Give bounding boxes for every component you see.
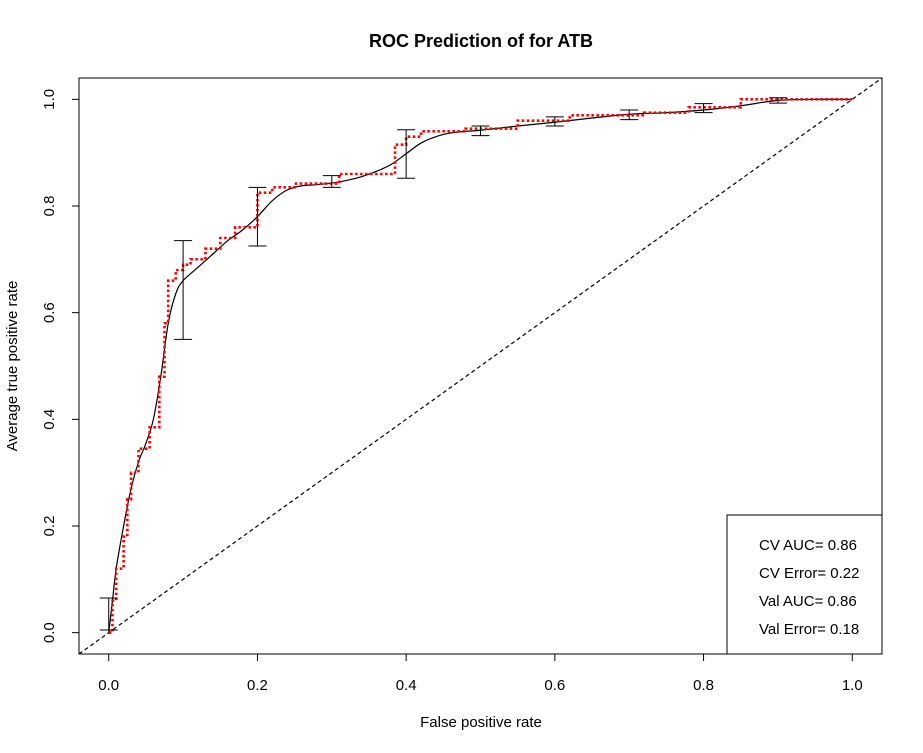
y-axis: 0.0 0.2 0.4 0.6 0.8 1.0 xyxy=(41,89,80,643)
y-tick-label: 0.4 xyxy=(41,409,58,430)
validation-roc-curve xyxy=(108,98,853,634)
x-tick-label: 0.8 xyxy=(693,677,714,694)
legend-item-cv-error: CV Error= 0.22 xyxy=(759,565,859,582)
x-axis: 0.0 0.2 0.4 0.6 0.8 1.0 xyxy=(98,653,863,694)
y-tick-label: 0.2 xyxy=(41,516,58,537)
average-roc-curve xyxy=(108,98,853,633)
error-bar xyxy=(174,240,193,340)
x-tick-label: 0.6 xyxy=(544,677,565,694)
error-bar xyxy=(99,597,118,631)
x-axis-label: False positive rate xyxy=(420,714,542,731)
y-tick-label: 0.0 xyxy=(41,622,58,643)
x-tick-label: 0.4 xyxy=(396,677,417,694)
x-tick-label: 1.0 xyxy=(842,677,863,694)
chart-title: ROC Prediction of for ATB xyxy=(369,31,593,51)
error-bar xyxy=(620,109,639,121)
legend: CV AUC= 0.86 CV Error= 0.22 Val AUC= 0.8… xyxy=(726,514,883,655)
legend-box xyxy=(726,514,883,655)
error-bar xyxy=(471,125,490,137)
error-bar xyxy=(694,103,713,114)
reference-diagonal-line xyxy=(78,77,883,655)
y-tick-label: 0.8 xyxy=(41,196,58,217)
y-tick-label: 1.0 xyxy=(41,89,58,110)
legend-item-val-auc: Val AUC= 0.86 xyxy=(759,593,857,610)
legend-item-cv-auc: CV AUC= 0.86 xyxy=(759,537,857,554)
y-axis-label: Average true positive rate xyxy=(4,281,21,452)
legend-item-val-error: Val Error= 0.18 xyxy=(759,621,859,638)
error-bar xyxy=(768,97,787,104)
series-layer xyxy=(78,77,883,655)
error-bar xyxy=(322,175,341,188)
x-tick-label: 0.2 xyxy=(247,677,268,694)
error-bar xyxy=(545,116,564,127)
error-bar-layer xyxy=(99,97,787,631)
y-tick-label: 0.6 xyxy=(41,302,58,323)
error-bar xyxy=(248,186,267,247)
x-tick-label: 0.0 xyxy=(98,677,119,694)
error-bar xyxy=(397,129,416,179)
